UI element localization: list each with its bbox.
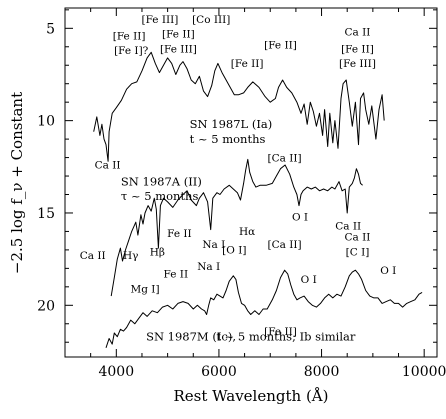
line-annotation: [Fe III] — [339, 58, 376, 70]
line-annotation: Fe II — [167, 228, 192, 240]
y-tick-label: 20 — [37, 298, 55, 314]
spectrum-line-2 — [105, 269, 423, 348]
line-annotation: Ca II — [335, 221, 361, 233]
series-name-label: SN 1987A (II) — [121, 174, 202, 188]
x-tick-label: 4000 — [98, 364, 134, 380]
line-annotation: [Fe II] — [341, 43, 374, 55]
line-annotation: Hβ — [150, 246, 165, 258]
line-annotation: [Fe I]? — [114, 45, 149, 57]
series-subtitle-label: τ ~ 5 months — [121, 189, 199, 203]
line-annotation: Hγ — [123, 250, 138, 262]
line-annotation: [C I] — [346, 246, 370, 258]
line-annotation: [Fe III] — [160, 43, 197, 55]
line-annotation: [Co III] — [192, 14, 230, 26]
y-tick-label: 10 — [37, 114, 55, 130]
line-annotation: Na I — [197, 261, 220, 273]
x-tick-label: 6000 — [201, 364, 237, 380]
line-annotation: Ca II — [80, 250, 106, 262]
line-annotation: O I — [380, 265, 396, 277]
x-axis-title: Rest Wavelength (Å) — [173, 387, 328, 405]
series-subtitle-label: t ~ 5 months — [190, 132, 266, 146]
line-annotation: Ca II — [95, 160, 121, 172]
supernova-labels: SN 1987L (Ia)t ~ 5 months SN 1987A (II)τ … — [121, 117, 356, 343]
line-annotation: [Fe II] — [113, 30, 146, 42]
spectrum-line-1 — [110, 158, 363, 297]
line-annotation: [Ca II] — [268, 152, 302, 164]
axis-tick-labels: 4000 6000 8000 10000 5 10 15 20 — [37, 21, 446, 380]
line-annotation: Ca II — [345, 232, 371, 244]
y-tick-label: 15 — [37, 206, 55, 222]
line-annotation: O I — [292, 211, 308, 223]
series-name-label: SN 1987L (Ia) — [190, 117, 273, 131]
spectrum-line-0 — [93, 51, 385, 162]
line-annotation: Hα — [239, 226, 255, 238]
line-annotation: [Fe II] — [264, 40, 297, 52]
line-annotation: [Fe II] — [162, 29, 195, 41]
line-annotation: [Ca II] — [268, 239, 302, 251]
line-annotation: Mg I] — [131, 283, 160, 295]
line-annotation: Na I — [202, 239, 225, 251]
line-annotation: [Fe II] — [231, 58, 264, 70]
series-subtitle-label: t ~ 5 months; Ib similar — [216, 329, 355, 343]
line-annotations: [Fe III] [Co III][Fe II][Fe I]?[Fe II][Fe… — [80, 14, 397, 338]
series-name-label: SN 1987M (Ic), — [146, 329, 236, 343]
y-tick-label: 5 — [46, 21, 55, 37]
x-tick-label: 10000 — [402, 364, 446, 380]
line-annotation: [Fe II] — [264, 326, 297, 338]
axis-ticks — [64, 8, 437, 357]
line-annotation: O I — [301, 274, 317, 286]
x-tick-label: 8000 — [304, 364, 340, 380]
line-annotation: Fe II — [164, 269, 189, 281]
spectrum-lines — [93, 51, 423, 348]
plot-frame — [64, 7, 438, 358]
line-annotation: Ca II — [345, 27, 371, 39]
y-axis-title: −2.5 log f_ν + Constant — [8, 92, 26, 274]
line-annotation: [O I] — [222, 245, 246, 257]
line-annotation: [Fe III] — [141, 14, 178, 26]
